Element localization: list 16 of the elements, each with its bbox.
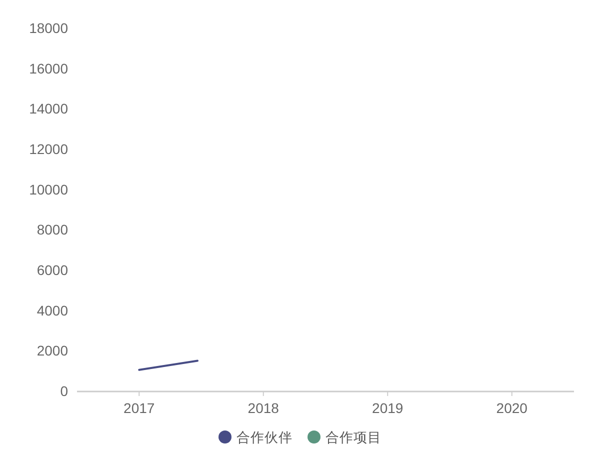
x-tick-label: 2019 bbox=[372, 400, 404, 416]
legend-label: 合作项目 bbox=[326, 430, 382, 445]
y-tick-label: 16000 bbox=[29, 60, 68, 76]
y-tick-label: 4000 bbox=[36, 302, 68, 318]
x-tick-label: 2020 bbox=[496, 400, 528, 416]
x-tick-label: 2018 bbox=[248, 400, 280, 416]
y-tick-label: 18000 bbox=[29, 20, 68, 36]
y-tick-label: 8000 bbox=[36, 222, 68, 238]
x-tick-label: 2017 bbox=[124, 400, 155, 416]
y-tick-label: 2000 bbox=[36, 342, 68, 359]
y-tick-label: 10000 bbox=[29, 181, 68, 198]
y-tick-label: 14000 bbox=[29, 100, 68, 117]
y-tick-label: 0 bbox=[60, 383, 68, 399]
legend-label: 合作伙伴 bbox=[236, 430, 292, 445]
y-tick-label: 12000 bbox=[29, 141, 68, 157]
y-tick-label: 6000 bbox=[36, 262, 68, 278]
